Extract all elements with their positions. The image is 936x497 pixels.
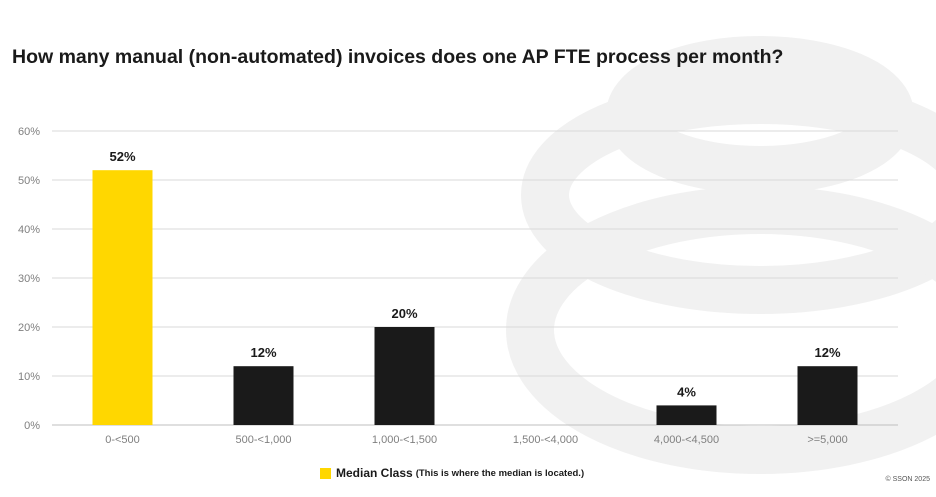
data-label: 52% bbox=[109, 149, 135, 164]
y-tick-label: 20% bbox=[18, 322, 40, 334]
x-tick-label: 4,000-<4,500 bbox=[654, 434, 719, 446]
data-label: 12% bbox=[250, 345, 276, 360]
data-label: 12% bbox=[814, 345, 840, 360]
legend-swatch-median bbox=[320, 467, 331, 479]
bar-1 bbox=[92, 170, 153, 425]
y-tick-label: 40% bbox=[18, 224, 40, 236]
y-axis-ticks: 0% 10% 20% 30% 40% 50% 60% bbox=[18, 126, 40, 432]
y-tick-label: 60% bbox=[18, 126, 40, 138]
data-label: 20% bbox=[391, 306, 417, 321]
copyright-notice: © SSON 2025 bbox=[885, 476, 930, 483]
y-tick-label: 10% bbox=[18, 371, 40, 383]
data-label: 4% bbox=[677, 384, 696, 399]
x-tick-label: 1,000-<1,500 bbox=[372, 434, 437, 446]
x-tick-label: 500-<1,000 bbox=[236, 434, 292, 446]
y-tick-label: 0% bbox=[24, 420, 40, 432]
x-tick-label: >=5,000 bbox=[807, 434, 847, 446]
bar-5 bbox=[656, 405, 717, 425]
bar-2 bbox=[233, 366, 294, 425]
legend: Median Class (This is where the median i… bbox=[320, 466, 584, 480]
y-tick-label: 30% bbox=[18, 273, 40, 285]
data-labels: 52% 12% 20% 4% 12% bbox=[109, 149, 840, 399]
gridlines bbox=[52, 130, 898, 426]
chart-title: How many manual (non-automated) invoices… bbox=[12, 46, 784, 68]
bars bbox=[92, 170, 858, 425]
legend-label: Median Class bbox=[336, 466, 413, 480]
legend-note: (This is where the median is located.) bbox=[415, 467, 585, 479]
x-tick-label: 1,500-<4,000 bbox=[513, 434, 578, 446]
bar-3 bbox=[374, 327, 435, 425]
x-tick-label: 0-<500 bbox=[105, 434, 140, 446]
y-tick-label: 50% bbox=[18, 175, 40, 187]
x-axis-ticks: 0-<500 500-<1,000 1,000-<1,500 1,500-<4,000… bbox=[105, 434, 847, 446]
bar-6 bbox=[797, 366, 858, 425]
